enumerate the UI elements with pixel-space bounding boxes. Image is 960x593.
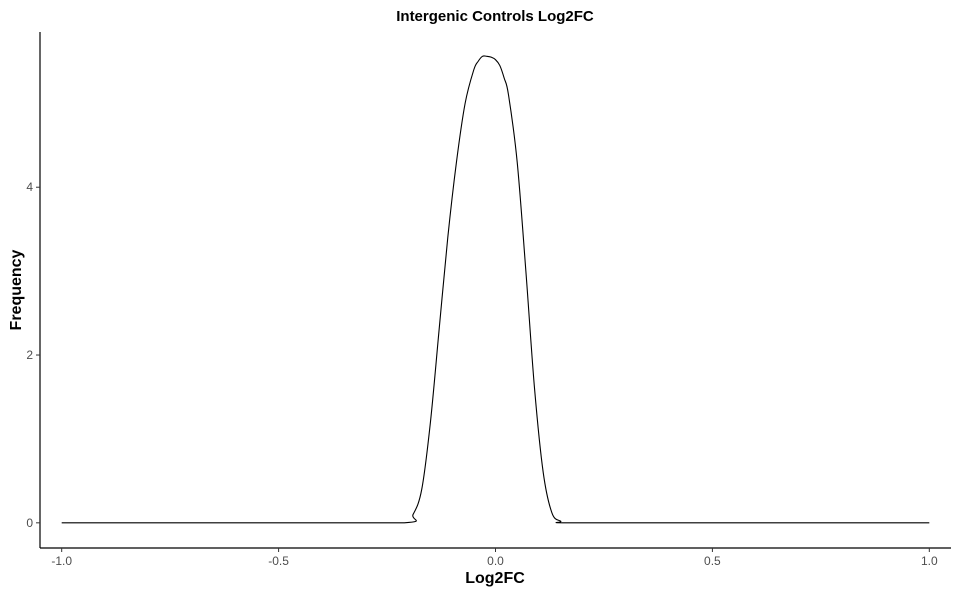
x-tick-label: 0.5 <box>704 554 721 568</box>
y-tick-label: 4 <box>26 180 33 194</box>
plot-panel: 0 2 4 -1.0 -0.5 0.0 0.5 1.0 <box>26 32 951 568</box>
x-tick-label: 0.0 <box>487 554 504 568</box>
y-axis-ticks: 0 2 4 <box>26 180 40 530</box>
x-axis-ticks: -1.0 -0.5 0.0 0.5 1.0 <box>51 548 938 568</box>
x-tick-label: 1.0 <box>921 554 938 568</box>
y-tick-label: 2 <box>26 348 33 362</box>
series-layer <box>61 55 930 524</box>
x-tick-label: -1.0 <box>51 554 72 568</box>
density-line <box>61 55 930 524</box>
chart-title: Intergenic Controls Log2FC <box>396 8 594 25</box>
x-tick-label: -0.5 <box>268 554 289 568</box>
y-tick-label: 0 <box>26 516 33 530</box>
y-axis-title: Frequency <box>8 249 25 330</box>
x-axis-title: Log2FC <box>465 570 525 587</box>
